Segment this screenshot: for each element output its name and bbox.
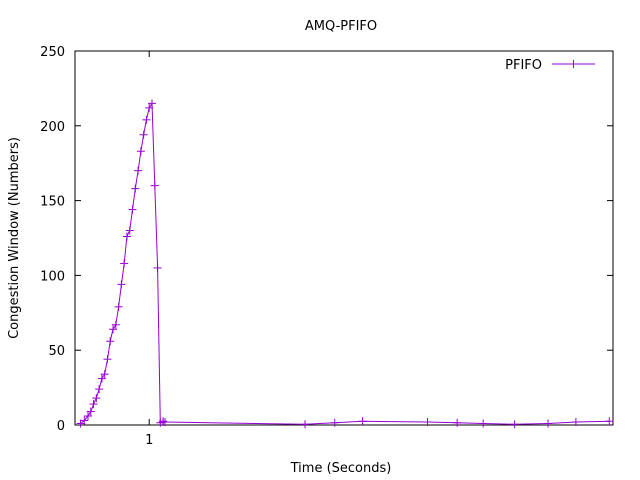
- data-point: [358, 417, 367, 426]
- data-point: [97, 374, 106, 383]
- data-point: [86, 407, 95, 416]
- data-point: [128, 205, 137, 214]
- data-point: [330, 418, 339, 427]
- data-point: [106, 337, 115, 346]
- data-point: [139, 130, 148, 139]
- data-point: [125, 226, 134, 235]
- data-point: [544, 419, 553, 428]
- data-point: [114, 302, 123, 311]
- y-tick-label: 100: [40, 269, 65, 284]
- y-tick-label: 250: [40, 45, 65, 60]
- y-axis: 0 50 100 150 200 250: [40, 45, 613, 434]
- data-point: [131, 184, 140, 193]
- data-point: [301, 420, 310, 429]
- data-point: [160, 418, 169, 427]
- data-point: [136, 147, 145, 156]
- series-line: [80, 101, 610, 425]
- y-tick-label: 0: [57, 419, 65, 434]
- y-axis-label: Congestion Window (Numbers): [7, 137, 22, 339]
- data-point: [122, 232, 131, 241]
- x-axis-label: Time (Seconds): [290, 461, 392, 476]
- data-point: [605, 417, 614, 426]
- data-point: [145, 103, 154, 112]
- data-point: [103, 355, 112, 364]
- data-point: [153, 263, 162, 272]
- data-point: [142, 115, 151, 124]
- y-tick-label: 50: [48, 344, 65, 359]
- data-point: [80, 416, 89, 425]
- legend-label-pfifo: PFIFO: [505, 58, 542, 73]
- plot-frame: [74, 50, 614, 426]
- data-point: [150, 181, 159, 190]
- data-point: [423, 418, 432, 427]
- x-tick-label: 1: [145, 433, 153, 448]
- series-pfifo: [76, 99, 614, 429]
- data-point: [111, 320, 120, 329]
- data-point: [100, 370, 109, 379]
- data-point: [92, 394, 101, 403]
- data-point: [109, 325, 118, 334]
- data-point: [147, 99, 156, 108]
- legend: PFIFO: [505, 58, 595, 73]
- x-axis: 1: [145, 51, 153, 448]
- data-point: [134, 166, 143, 175]
- data-point: [95, 385, 104, 394]
- y-tick-label: 150: [40, 195, 65, 210]
- data-point: [89, 400, 98, 409]
- chart-title: AMQ-PFIFO: [305, 19, 377, 34]
- data-point: [120, 259, 129, 268]
- data-point: [117, 280, 126, 289]
- data-point: [571, 418, 580, 427]
- data-point: [159, 417, 168, 426]
- data-point: [510, 420, 519, 429]
- legend-marker-pfifo: [569, 60, 578, 68]
- y-tick-label: 200: [40, 120, 65, 135]
- data-point: [83, 412, 92, 421]
- data-point: [479, 419, 488, 428]
- data-point: [453, 418, 462, 427]
